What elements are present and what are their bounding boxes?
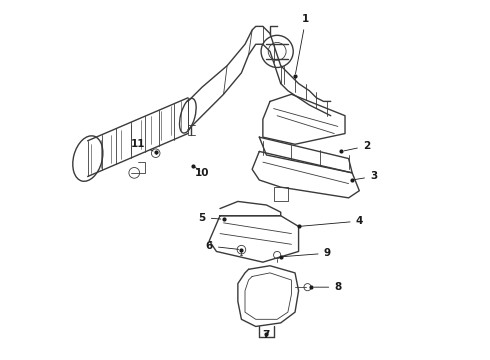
Text: 4: 4 [301, 216, 363, 226]
Text: 2: 2 [344, 141, 370, 151]
Text: 9: 9 [284, 248, 331, 258]
Text: 11: 11 [130, 139, 153, 151]
Text: 1: 1 [295, 14, 309, 74]
Text: 5: 5 [198, 212, 221, 222]
Text: 10: 10 [195, 167, 209, 178]
Text: 8: 8 [314, 282, 342, 292]
Text: 7: 7 [263, 330, 270, 341]
Text: 3: 3 [355, 171, 377, 181]
Text: 6: 6 [206, 241, 239, 251]
